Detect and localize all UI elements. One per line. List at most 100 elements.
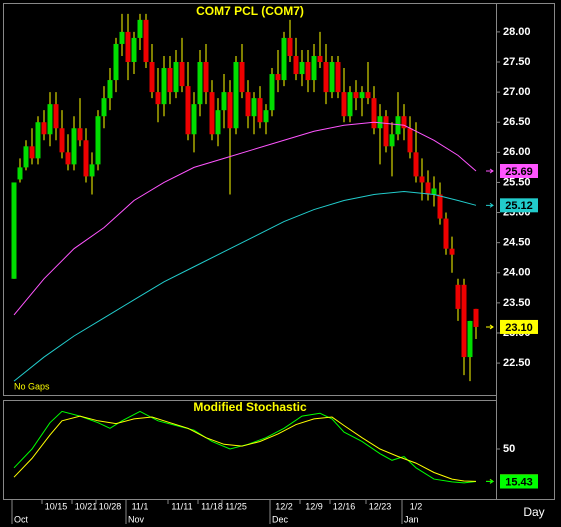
candle-body <box>137 19 143 38</box>
candle-body <box>347 92 353 117</box>
candle-body <box>227 92 233 129</box>
candle-body <box>245 92 251 117</box>
candle-body <box>443 218 449 249</box>
chart-title: COM7 PCL (COM7) <box>196 4 304 18</box>
y-tick-label: 27.50 <box>503 56 531 68</box>
y-tick-label: 28.00 <box>503 26 531 38</box>
candle-body <box>23 146 29 168</box>
candle-body <box>209 92 215 135</box>
candle-body <box>11 182 17 279</box>
price-arrow <box>486 479 494 484</box>
candle-body <box>53 104 59 129</box>
price-box <box>500 164 538 178</box>
y-tick-label: 26.50 <box>503 116 531 128</box>
candle-body <box>89 164 95 177</box>
candle-body <box>197 62 203 105</box>
stochastic-line <box>13 415 477 482</box>
y-tick-label: 25.50 <box>503 176 531 188</box>
candle-body <box>473 308 479 327</box>
price-box <box>500 198 538 213</box>
price-label: 15.43 <box>505 476 533 488</box>
candle-body <box>59 128 65 153</box>
price-box <box>500 319 538 334</box>
note: No Gaps <box>14 381 50 391</box>
candle-body <box>371 98 377 129</box>
axis-panel <box>496 3 555 500</box>
x-tick-label: 12/16 <box>333 501 356 511</box>
candle-body <box>365 92 371 99</box>
candle-body <box>173 62 179 93</box>
candle-body <box>281 37 287 81</box>
candle-body <box>263 110 269 123</box>
candle-body <box>299 62 305 75</box>
price-arrow <box>486 168 494 174</box>
candle-body <box>41 122 47 135</box>
price-label: 25.12 <box>505 200 533 212</box>
candle-body <box>413 152 419 177</box>
candle-body <box>149 62 155 93</box>
candle-body <box>203 62 209 93</box>
x-tick-label: 12/9 <box>305 501 323 511</box>
candle-body <box>323 62 329 93</box>
price-arrow <box>486 324 494 330</box>
candle-body <box>233 62 239 129</box>
moving-average <box>13 121 477 316</box>
candle-body <box>83 140 89 177</box>
candle-body <box>125 31 131 63</box>
x-tick-label: 10/15 <box>45 501 68 511</box>
candle-body <box>95 116 101 165</box>
candle-body <box>455 284 461 309</box>
panel-title: Modified Stochastic <box>193 400 307 414</box>
y-tick-label: 22.50 <box>503 357 531 369</box>
candle-body <box>71 128 77 165</box>
y-tick-label: 50 <box>503 443 515 455</box>
candle-body <box>221 92 227 111</box>
moving-average <box>13 190 477 382</box>
y-tick-label: 26.00 <box>503 146 531 158</box>
candle-body <box>395 116 401 135</box>
x-tick-label: 10/28 <box>99 501 122 511</box>
candle-body <box>467 320 473 358</box>
candle-body <box>341 92 347 117</box>
candle-body <box>305 62 311 81</box>
candle-body <box>65 152 71 165</box>
candle-body <box>239 62 245 93</box>
candle-body <box>161 68 167 105</box>
x-tick-label: 11/18 <box>201 501 223 511</box>
price-label: 23.10 <box>505 322 533 334</box>
y-tick-label: 27.00 <box>503 86 531 98</box>
candle-body <box>287 37 293 56</box>
candle-body <box>275 74 281 81</box>
candle-body <box>449 248 455 255</box>
candle-body <box>461 284 467 358</box>
candle-body <box>419 176 425 183</box>
candle-body <box>407 128 413 153</box>
candle-body <box>251 98 257 117</box>
candle-body <box>29 146 35 159</box>
candle-body <box>191 104 197 135</box>
y-tick-label: 23.50 <box>503 297 531 309</box>
candle-body <box>155 92 161 105</box>
candle-body <box>431 188 437 195</box>
stochastic-line <box>13 410 477 484</box>
candle-body <box>377 116 383 129</box>
x-tick-label: 11/1 <box>132 501 149 511</box>
x-tick-label: 12/2 <box>275 501 293 511</box>
candle-body <box>143 19 149 63</box>
month-label: Jan <box>404 514 419 524</box>
candle-body <box>425 182 431 195</box>
candle-body <box>179 62 185 87</box>
candle-body <box>35 122 41 159</box>
candle-body <box>383 116 389 147</box>
candle-body <box>257 98 263 123</box>
y-tick-label: 24.00 <box>503 267 531 279</box>
y-tick-label: 24.50 <box>503 237 531 249</box>
candle-body <box>113 43 119 81</box>
candle-body <box>167 68 173 93</box>
x-tick-label: 11/25 <box>225 501 247 511</box>
x-tick-label: 11/11 <box>171 501 192 511</box>
candle-body <box>77 128 83 141</box>
